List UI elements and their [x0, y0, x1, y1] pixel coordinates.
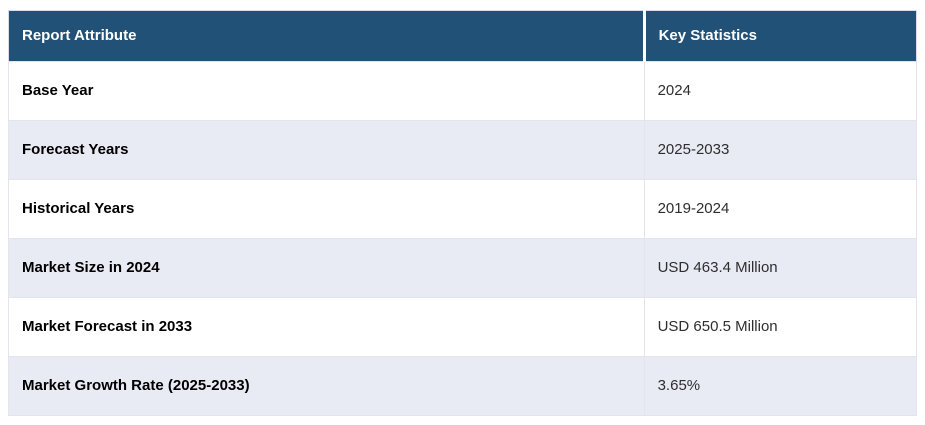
header-key-statistics: Key Statistics	[644, 10, 917, 62]
attribute-cell: Market Growth Rate (2025-2033)	[8, 356, 645, 416]
attribute-cell: Historical Years	[8, 179, 645, 239]
table-body: Base Year 2024 Forecast Years 2025-2033 Hist…	[8, 61, 918, 416]
header-report-attribute: Report Attribute	[8, 10, 646, 62]
value-cell: USD 650.5 Million	[643, 297, 918, 357]
attribute-cell: Forecast Years	[8, 120, 645, 180]
attribute-cell: Base Year	[8, 61, 645, 121]
value-cell: 2019-2024	[643, 179, 918, 239]
value-cell: 3.65%	[643, 356, 918, 416]
value-cell: 2025-2033	[643, 120, 918, 180]
attribute-cell: Market Size in 2024	[8, 238, 645, 298]
table-row: Base Year 2024	[8, 61, 918, 121]
table-row: Market Forecast in 2033 USD 650.5 Million	[8, 297, 918, 357]
table-row: Forecast Years 2025-2033	[8, 120, 918, 180]
value-cell: 2024	[643, 61, 918, 121]
attribute-cell: Market Forecast in 2033	[8, 297, 645, 357]
report-attributes-table: Report Attribute Key Statistics Base Yea…	[8, 10, 918, 416]
table-header-row: Report Attribute Key Statistics	[8, 10, 917, 62]
table-row: Historical Years 2019-2024	[8, 179, 918, 239]
table-row: Market Growth Rate (2025-2033) 3.65%	[8, 356, 918, 416]
table-row: Market Size in 2024 USD 463.4 Million	[8, 238, 918, 298]
value-cell: USD 463.4 Million	[643, 238, 918, 298]
